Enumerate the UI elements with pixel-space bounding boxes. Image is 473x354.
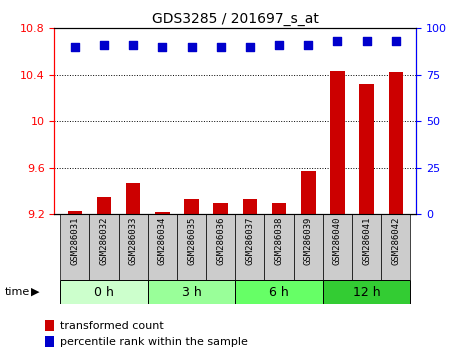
- Bar: [243, 199, 257, 214]
- Text: 3 h: 3 h: [182, 286, 201, 298]
- Text: 12 h: 12 h: [353, 286, 380, 298]
- Text: GSM286036: GSM286036: [216, 216, 225, 264]
- Text: time: time: [5, 287, 30, 297]
- Bar: [323, 214, 352, 280]
- Bar: [184, 199, 199, 214]
- Text: 6 h: 6 h: [269, 286, 289, 298]
- Point: [158, 44, 166, 50]
- Bar: [206, 214, 236, 280]
- Point: [188, 44, 195, 50]
- Bar: [60, 214, 89, 280]
- Text: GSM286041: GSM286041: [362, 216, 371, 264]
- Bar: [126, 183, 140, 214]
- Text: ▶: ▶: [31, 287, 40, 297]
- Bar: [330, 71, 345, 214]
- Point: [392, 39, 400, 44]
- Text: transformed count: transformed count: [60, 321, 164, 331]
- Bar: [60, 280, 148, 304]
- Text: GSM286038: GSM286038: [275, 216, 284, 264]
- Bar: [301, 171, 315, 214]
- Bar: [45, 320, 54, 331]
- Text: GSM286042: GSM286042: [391, 216, 400, 264]
- Bar: [236, 214, 264, 280]
- Bar: [388, 73, 403, 214]
- Text: GSM286034: GSM286034: [158, 216, 167, 264]
- Text: GSM286031: GSM286031: [70, 216, 79, 264]
- Bar: [148, 280, 236, 304]
- Point: [71, 44, 79, 50]
- Bar: [45, 336, 54, 347]
- Text: GSM286037: GSM286037: [245, 216, 254, 264]
- Point: [305, 42, 312, 48]
- Bar: [68, 211, 82, 214]
- Point: [130, 42, 137, 48]
- Bar: [381, 214, 411, 280]
- Text: GSM286035: GSM286035: [187, 216, 196, 264]
- Bar: [119, 214, 148, 280]
- Bar: [264, 214, 294, 280]
- Point: [333, 39, 341, 44]
- Bar: [323, 280, 411, 304]
- Bar: [352, 214, 381, 280]
- Point: [100, 42, 108, 48]
- Point: [217, 44, 225, 50]
- Text: GSM286040: GSM286040: [333, 216, 342, 264]
- Bar: [96, 197, 111, 214]
- Bar: [148, 214, 177, 280]
- Bar: [294, 214, 323, 280]
- Bar: [272, 202, 286, 214]
- Text: GSM286032: GSM286032: [99, 216, 108, 264]
- Point: [275, 42, 283, 48]
- Point: [246, 44, 254, 50]
- Bar: [359, 84, 374, 214]
- Bar: [213, 202, 228, 214]
- Text: percentile rank within the sample: percentile rank within the sample: [60, 337, 248, 347]
- Title: GDS3285 / 201697_s_at: GDS3285 / 201697_s_at: [152, 12, 319, 26]
- Bar: [177, 214, 206, 280]
- Bar: [89, 214, 119, 280]
- Text: GSM286039: GSM286039: [304, 216, 313, 264]
- Text: GSM286033: GSM286033: [129, 216, 138, 264]
- Bar: [155, 212, 170, 214]
- Text: 0 h: 0 h: [94, 286, 114, 298]
- Bar: [236, 280, 323, 304]
- Point: [363, 39, 370, 44]
